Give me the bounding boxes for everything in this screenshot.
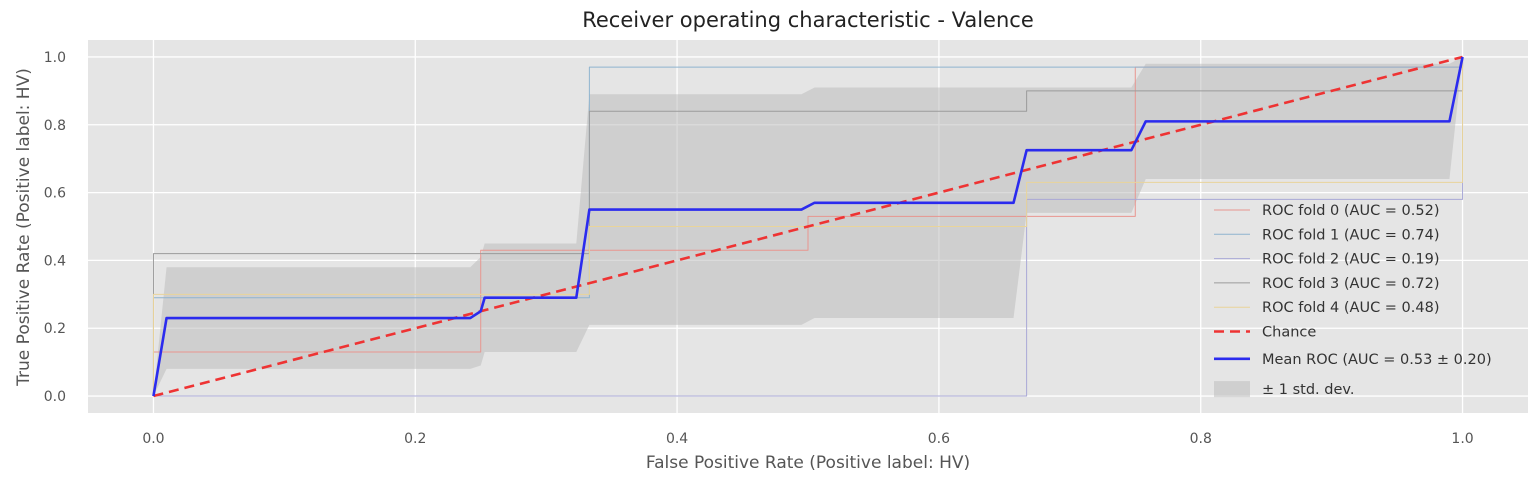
y-tick-label: 0.2 — [44, 321, 66, 337]
legend: ROC fold 0 (AUC = 0.52) ROC fold 1 (AUC =… — [1214, 203, 1492, 398]
x-tick-label: 0.2 — [404, 431, 426, 447]
y-tick-label: 0.8 — [44, 118, 66, 134]
series-line-6 — [152, 56, 1464, 397]
legend-label-1: ROC fold 1 (AUC = 0.74) — [1262, 227, 1440, 243]
legend-label-6: Mean ROC (AUC = 0.53 ± 0.20) — [1262, 352, 1492, 368]
x-tick-label: 0.8 — [1190, 431, 1212, 447]
series-layer — [152, 55, 1464, 398]
x-tick-label: 0.6 — [928, 431, 950, 447]
legend-label-band: ± 1 std. dev. — [1262, 382, 1354, 398]
legend-label-3: ROC fold 3 (AUC = 0.72) — [1262, 276, 1440, 292]
legend-label-2: ROC fold 2 (AUC = 0.19) — [1262, 252, 1440, 268]
legend-label-0: ROC fold 0 (AUC = 0.52) — [1262, 203, 1440, 219]
y-tick-label: 1.0 — [44, 50, 66, 66]
y-tick-label: 0.6 — [44, 186, 66, 202]
y-axis-label: True Positive Rate (Positive label: HV) — [14, 68, 34, 387]
y-tick-label: 0.4 — [44, 253, 66, 269]
x-tick-label: 1.0 — [1451, 431, 1473, 447]
legend-swatch-band — [1214, 381, 1250, 398]
x-axis-label: False Positive Rate (Positive label: HV) — [646, 453, 970, 473]
series-line-5 — [153, 55, 1463, 398]
chart-title: Receiver operating characteristic - Vale… — [582, 8, 1034, 32]
legend-label-4: ROC fold 4 (AUC = 0.48) — [1262, 300, 1440, 316]
y-tick-label: 0.0 — [44, 389, 66, 405]
legend-label-5: Chance — [1262, 325, 1316, 341]
tick-labels: 0.0 0.2 0.4 0.6 0.8 1.0 0.0 0.2 0.4 0.6 0.8 1.0 — [44, 50, 1474, 447]
x-tick-label: 0.4 — [666, 431, 688, 447]
x-tick-label: 0.0 — [142, 431, 164, 447]
series-line-3 — [152, 56, 1464, 397]
